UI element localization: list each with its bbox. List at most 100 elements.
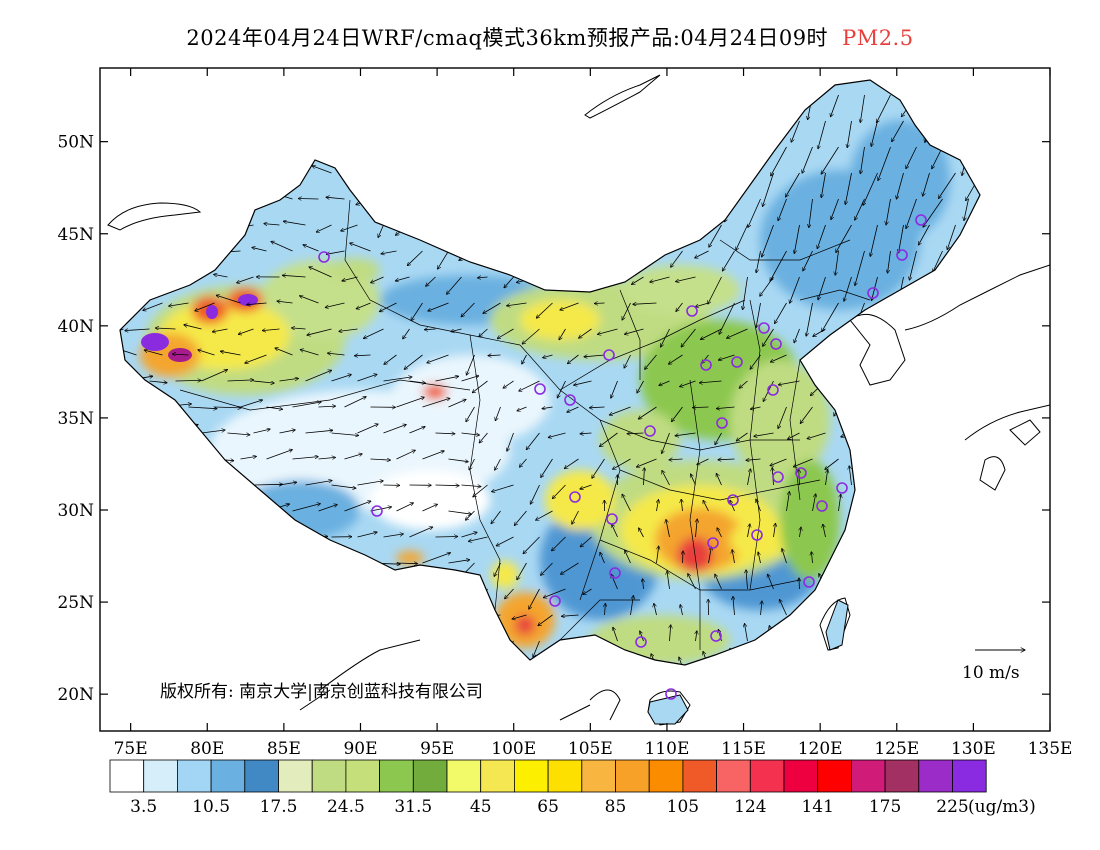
wind-arrow bbox=[579, 328, 592, 338]
wind-arrow bbox=[612, 524, 618, 538]
lon-label: 75E bbox=[114, 739, 148, 759]
wind-arrow bbox=[371, 276, 384, 283]
wind-arrow bbox=[519, 458, 527, 467]
wind-arrow bbox=[238, 328, 254, 334]
lon-label: 100E bbox=[491, 739, 536, 759]
wind-arrow bbox=[574, 380, 592, 385]
city-marker bbox=[751, 529, 763, 541]
wind-arrow bbox=[825, 470, 828, 486]
wind-arrow bbox=[283, 221, 306, 226]
wind-arrow bbox=[300, 350, 319, 356]
colorbar-box bbox=[817, 759, 852, 793]
wind-arrow bbox=[533, 640, 540, 657]
wind-arrow bbox=[715, 574, 722, 590]
wind-arrow bbox=[422, 451, 445, 460]
wind-arrow bbox=[264, 224, 280, 225]
wind-arrow bbox=[717, 528, 722, 538]
wind-arrow bbox=[750, 354, 761, 369]
wind-arrow bbox=[201, 370, 228, 382]
wind-arrow bbox=[791, 120, 800, 142]
wind-arrow bbox=[542, 407, 553, 409]
lon-label: 115E bbox=[721, 739, 766, 759]
wind-arrow bbox=[747, 469, 751, 486]
colorbar-label: 105 bbox=[667, 797, 699, 817]
wind-arrow bbox=[461, 485, 481, 487]
wind-arrow bbox=[240, 400, 263, 408]
wind-arrow bbox=[613, 627, 618, 642]
lon-label: 125E bbox=[874, 739, 919, 759]
wind-arrow bbox=[328, 353, 345, 355]
wind-arrow bbox=[672, 406, 683, 422]
wind-arrow bbox=[495, 458, 501, 470]
wind-arrow bbox=[331, 484, 356, 488]
wind-arrow bbox=[758, 552, 761, 564]
wind-arrow bbox=[774, 523, 776, 538]
wind-arrow bbox=[279, 430, 296, 434]
wind-arrow bbox=[155, 328, 176, 329]
wind-arrow bbox=[688, 574, 696, 590]
wind-arrow bbox=[514, 510, 527, 526]
wind-arrow bbox=[640, 631, 644, 642]
wind-arrow bbox=[318, 505, 338, 512]
wind-arrow bbox=[214, 274, 228, 278]
wind-arrow bbox=[633, 303, 657, 304]
wind-arrow bbox=[279, 482, 297, 486]
wind-arrow bbox=[800, 406, 813, 424]
wind-arrow bbox=[300, 296, 319, 304]
wind-arrow bbox=[292, 457, 319, 460]
wind-arrow bbox=[679, 657, 683, 665]
wind-arrow bbox=[863, 172, 878, 205]
wind-arrow bbox=[770, 250, 787, 281]
city-marker bbox=[816, 500, 828, 512]
colorbar-labels: 3.5 10.5 17.5 24.5 31.5 45 65 85 105 124 141 175 225 bbox=[130, 797, 969, 817]
colorbar-box bbox=[514, 759, 549, 793]
lon-label: 105E bbox=[568, 739, 613, 759]
city-marker bbox=[803, 576, 815, 588]
city-marker bbox=[758, 322, 770, 334]
wind-arrow bbox=[600, 552, 605, 564]
wind-arrow bbox=[580, 536, 592, 547]
wind-arrow bbox=[860, 94, 865, 123]
wind-arrow bbox=[478, 277, 488, 278]
city-marker bbox=[716, 417, 728, 429]
wind-arrow bbox=[716, 407, 735, 409]
wind-arrow bbox=[680, 380, 696, 387]
wind-arrow bbox=[407, 250, 423, 266]
colorbar-boxes bbox=[109, 759, 987, 793]
wind-arrow bbox=[384, 354, 397, 364]
wind-arrow bbox=[756, 250, 761, 273]
colorbar-label: 141 bbox=[801, 797, 833, 817]
wind-arrow bbox=[778, 198, 787, 221]
wind-arrow bbox=[636, 458, 657, 467]
wind-arrow bbox=[594, 303, 605, 304]
lat-label: 50N bbox=[57, 133, 94, 153]
colorbar-label: 45 bbox=[470, 797, 492, 817]
wind-arrow bbox=[763, 172, 774, 207]
wind-arrow bbox=[855, 198, 865, 220]
wind-arrow bbox=[659, 380, 670, 386]
wind-arrow bbox=[831, 198, 839, 220]
wind-arrow bbox=[708, 547, 712, 564]
wind-arrow bbox=[671, 250, 683, 267]
wind-arrow bbox=[522, 328, 540, 344]
wind-arrow bbox=[745, 624, 748, 642]
wind-arrow bbox=[120, 328, 124, 336]
wind-arrow bbox=[739, 380, 748, 388]
wind-arrow bbox=[195, 302, 215, 311]
wind-arrow bbox=[847, 120, 852, 148]
wind-arrow bbox=[220, 351, 241, 356]
wind-arrow bbox=[383, 377, 412, 382]
wind-arrow bbox=[396, 503, 414, 512]
wind-arrow bbox=[247, 303, 267, 305]
wind-arrow bbox=[782, 549, 787, 564]
wind-arrow bbox=[275, 348, 293, 356]
wind-arrow bbox=[422, 504, 438, 512]
wind-arrow bbox=[654, 603, 657, 616]
wind-arrow bbox=[370, 459, 391, 460]
wind-arrow bbox=[326, 197, 345, 199]
wind-arrow bbox=[666, 520, 670, 538]
wind-arrow bbox=[632, 276, 644, 284]
wind-arrow bbox=[344, 397, 367, 408]
wind-arrow bbox=[253, 429, 271, 434]
